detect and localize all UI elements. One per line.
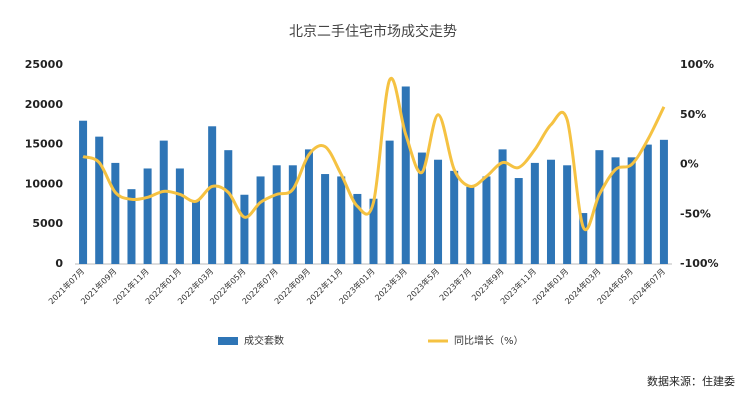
y-tick-label: 15000 [25, 138, 64, 151]
x-tick-label: 2023年7月 [437, 266, 473, 302]
bar [579, 213, 588, 264]
bar [659, 139, 668, 264]
bar [514, 178, 523, 264]
bar [546, 159, 555, 264]
bar [434, 159, 443, 264]
bar [159, 140, 168, 264]
legend-swatch [218, 337, 238, 345]
legend-label: 同比增长（%） [454, 334, 524, 347]
bar [79, 120, 88, 264]
bar [175, 168, 184, 264]
bar [369, 198, 378, 264]
bar [321, 174, 330, 264]
y-tick-label: 5000 [32, 217, 63, 230]
bar [643, 144, 652, 264]
bar [498, 149, 507, 264]
y2-tick-label: -100% [680, 257, 719, 270]
bar [143, 168, 152, 264]
bar [530, 162, 539, 264]
bar [482, 176, 491, 264]
line [82, 76, 666, 232]
y2-tick-label: 50% [680, 108, 706, 121]
bar [450, 170, 459, 264]
bar [563, 165, 572, 264]
y-tick-label: 20000 [25, 98, 64, 111]
source: 数据来源：住建委 [647, 374, 735, 388]
bar [595, 150, 604, 264]
bar [353, 193, 362, 264]
bar [337, 176, 346, 264]
bar [627, 157, 636, 264]
bar [208, 126, 217, 265]
bar [304, 149, 313, 264]
bar [385, 140, 394, 264]
y-tick-label: 10000 [25, 177, 64, 190]
bar [611, 157, 620, 264]
bar [256, 176, 265, 264]
bar [192, 200, 201, 264]
bar [127, 189, 136, 264]
y2-tick-label: -50% [680, 207, 711, 220]
bar [224, 150, 233, 264]
x-tick-label: 2023年5月 [405, 266, 441, 302]
bar [401, 86, 410, 264]
y2-tick-label: 100% [680, 58, 714, 71]
y-tick-label: 0 [55, 257, 63, 270]
bar [288, 165, 297, 264]
bar [95, 136, 104, 264]
bar [417, 152, 426, 264]
legend-label: 成交套数 [244, 334, 284, 347]
bar [466, 186, 475, 264]
bar [240, 194, 249, 264]
y-tick-label: 25000 [25, 58, 64, 71]
y2-tick-label: 0% [680, 158, 699, 171]
bar [111, 162, 120, 264]
chart-title: 北京二手住宅市场成交走势 [289, 23, 457, 40]
bar [272, 165, 281, 264]
x-tick-label: 2023年3月 [373, 266, 409, 302]
